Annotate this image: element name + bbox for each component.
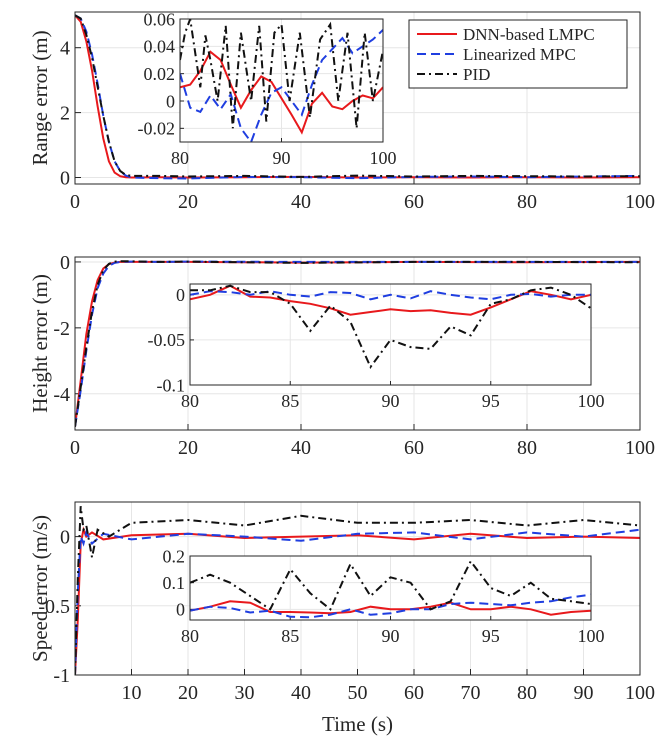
p2-x-tick-label: 30 [235, 682, 255, 704]
p0-y-tick-label: 0 [60, 168, 70, 190]
p1-inset-x-tick-label: 95 [482, 391, 500, 411]
p0-x-tick-label: 40 [291, 191, 311, 213]
p2-y-tick-label: 0 [60, 527, 70, 549]
p2-x-tick-label: 80 [517, 682, 537, 704]
p1-x-tick-label: 40 [291, 437, 311, 459]
p2-x-tick-label: 50 [348, 682, 368, 704]
p0-inset-y-tick-label: 0.02 [144, 64, 176, 84]
p0-y-axis-label: Range error (m) [28, 30, 52, 165]
p0-inset-x-tick-label: 100 [370, 148, 397, 168]
p1-inset: 80 85 90 95 100 -0.1 -0.05 0 [148, 283, 605, 411]
height-error-panel: 0 20 40 60 80 100 -4 -2 0 80 85 90 95 100 -0.1 -0.05 0 He… [28, 252, 655, 459]
p0-x-tick-label: 60 [404, 191, 424, 213]
p2-inset: 80 85 90 95 100 0 0.1 0.2 [163, 546, 605, 646]
p1-inset-series-group [190, 284, 591, 369]
p1-inset-axes-frame [189, 283, 592, 386]
p0-inset-series-dnn-based-lmpc [180, 50, 383, 135]
p0-x-tick-label: 100 [625, 191, 655, 213]
p1-x-tick-label: 80 [517, 437, 537, 459]
p2-x-tick-label: 20 [178, 682, 198, 704]
p2-y-tick-label: -1 [53, 665, 70, 687]
p1-inset-x-tick-label: 90 [382, 391, 400, 411]
p2-inset-series-pid [190, 559, 591, 611]
p0-inset-x-tick-label: 80 [171, 148, 189, 168]
p2-inset-axes-frame [189, 555, 592, 621]
p2-inset-x-tick-label: 95 [482, 626, 500, 646]
p0-inset-y-tick-label: 0.04 [144, 37, 176, 57]
p0-inset-y-tick-label: -0.02 [138, 119, 176, 139]
speed-error-panel: 10 20 30 40 50 60 70 80 90 100 -1 -0.5 0 80 85 90 95 100 0… [28, 501, 655, 736]
p2-inset-series-dnn-based-lmpc [190, 600, 591, 616]
p1-y-tick-label: 0 [60, 252, 70, 274]
p0-series-linearized-mpc [75, 14, 640, 180]
p2-inset-y-tick-label: 0 [176, 600, 185, 620]
p1-inset-x-tick-label: 80 [181, 391, 199, 411]
p2-series-pid [75, 506, 640, 675]
p1-series-pid [75, 260, 640, 427]
p1-y-tick-label: -4 [53, 384, 70, 406]
p0-inset-y-tick-label: 0.06 [144, 9, 176, 29]
p2-x-tick-label: 100 [625, 682, 655, 704]
p2-x-tick-label: 90 [574, 682, 594, 704]
p2-x-tick-label: 60 [404, 682, 424, 704]
p2-inset-y-tick-label: 0.1 [163, 573, 186, 593]
p1-inset-y-tick-label: -0.05 [148, 330, 186, 350]
p0-inset-x-tick-label: 90 [273, 148, 291, 168]
p0-inset-series-group [180, 19, 383, 142]
p1-inset-x-tick-label: 100 [578, 391, 605, 411]
p1-series-linearized-mpc [75, 260, 640, 427]
p1-inset-y-tick-label: 0 [176, 285, 185, 305]
p0-series-pid [75, 14, 640, 178]
p1-axes-frame [74, 256, 641, 431]
p1-series-group [75, 260, 640, 427]
p2-series-group [75, 506, 640, 675]
p0-inset-series-pid [180, 19, 383, 129]
legend-label-linearized-mpc: Linearized MPC [463, 45, 576, 64]
p1-x-tick-label: 100 [625, 437, 655, 459]
p2-series-linearized-mpc [75, 528, 640, 675]
p1-inset-y-tick-label: -0.1 [157, 375, 186, 395]
range-error-panel: 0 20 40 60 80 100 0 2 4 80 90 100 -0.02 0 0.02 0.04 0.06… [28, 9, 655, 213]
p2-y-tick-label: -0.5 [38, 596, 70, 618]
legend-label-dnn-based-lmpc: DNN-based LMPC [463, 25, 595, 44]
p2-axes-frame [74, 501, 641, 676]
p0-x-tick-label: 80 [517, 191, 537, 213]
p0-x-tick-label: 20 [178, 191, 198, 213]
p1-x-tick-label: 60 [404, 437, 424, 459]
p2-x-tick-label: 10 [122, 682, 142, 704]
p1-x-tick-label: 20 [178, 437, 198, 459]
p2-x-tick-label: 70 [461, 682, 481, 704]
p2-inset-series-linearized-mpc [190, 593, 591, 619]
legend-label-pid: PID [463, 65, 490, 84]
p2-inset-x-tick-label: 85 [281, 626, 299, 646]
p2-inset-y-tick-label: 0.2 [163, 546, 186, 566]
p0-y-tick-label: 4 [60, 38, 70, 60]
p0-series-group [75, 14, 640, 180]
p0-inset-axes-frame [179, 18, 384, 143]
p2-x-tick-label: 40 [291, 682, 311, 704]
p2-inset-x-tick-label: 80 [181, 626, 199, 646]
p0-axes-frame [74, 11, 641, 185]
p1-x-tick-label: 0 [70, 437, 80, 459]
p2-inset-series-group [190, 559, 591, 619]
p2-inset-x-tick-label: 100 [578, 626, 605, 646]
p0-inset: 80 90 100 -0.02 0 0.02 0.04 0.06 [138, 9, 397, 168]
p0-x-tick-label: 0 [70, 191, 80, 213]
p1-inset-series-pid [190, 284, 591, 369]
p2-inset-x-tick-label: 90 [382, 626, 400, 646]
p0-y-tick-label: 2 [60, 103, 70, 125]
p0-inset-y-tick-label: 0 [166, 91, 175, 111]
p2-y-axis-label: Speed error (m/s) [28, 515, 52, 662]
p1-inset-x-tick-label: 85 [281, 391, 299, 411]
p1-y-axis-label: Height error (m) [28, 274, 52, 413]
x-axis-label: Time (s) [322, 712, 393, 736]
p1-y-tick-label: -2 [53, 318, 70, 340]
